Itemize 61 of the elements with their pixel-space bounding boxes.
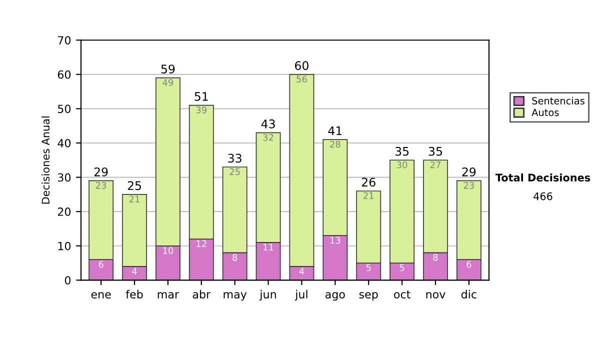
x-tick-label: jul — [294, 290, 308, 301]
total-label: 60 — [295, 61, 308, 70]
data-label: 13 — [330, 236, 340, 244]
data-label: 32 — [263, 134, 274, 141]
total-label: 26 — [362, 178, 376, 187]
y-tick-label: 70 — [58, 36, 71, 44]
total-label: 51 — [194, 92, 208, 101]
text: 466 — [534, 192, 552, 200]
data-label: 8 — [433, 254, 438, 261]
data-label: 21 — [364, 192, 374, 199]
x-tick-label: ene — [91, 292, 111, 298]
data-label: 23 — [464, 182, 474, 189]
legend-label: Sentencias — [532, 96, 584, 104]
total-label: 35 — [395, 146, 409, 156]
data-label: 6 — [466, 260, 472, 268]
y-axis-title: Decisiones Anual — [42, 116, 50, 204]
data-label: 12 — [196, 240, 206, 247]
data-label: 5 — [366, 264, 371, 272]
y-tick-label: 10 — [58, 242, 71, 250]
data-label: 8 — [232, 254, 238, 261]
legend-label: Autos — [532, 108, 559, 116]
data-label: 5 — [400, 264, 404, 272]
x-tick-label: ago — [326, 292, 345, 301]
data-label: 49 — [162, 79, 174, 86]
y-tick-label: 0 — [64, 276, 71, 285]
x-tick-label: dic — [461, 290, 476, 298]
data-label: 11 — [264, 244, 274, 250]
x-tick-label: nov — [426, 292, 446, 298]
x-tick-label: mar — [158, 292, 180, 298]
data-label: 4 — [132, 268, 137, 274]
text: Total Decisiones — [495, 173, 590, 182]
total-label: 59 — [161, 64, 175, 74]
data-label: 4 — [299, 268, 304, 274]
x-tick-label: oct — [394, 290, 410, 298]
data-label: 27 — [430, 161, 440, 168]
data-label: 28 — [330, 140, 340, 148]
data-label: 10 — [163, 247, 174, 254]
data-label: 21 — [129, 196, 140, 202]
data-label: 30 — [396, 161, 408, 168]
total-label: 29 — [94, 167, 108, 176]
x-tick-label: feb — [126, 290, 143, 298]
data-label: 25 — [230, 168, 240, 176]
y-tick-label: 60 — [58, 70, 71, 79]
x-tick-label: sep — [359, 292, 378, 301]
x-tick-label: may — [224, 292, 247, 301]
y-tick-label: 20 — [58, 208, 71, 216]
data-label: 6 — [98, 260, 104, 268]
total-label: 43 — [261, 119, 275, 128]
total-label: 41 — [328, 126, 342, 136]
y-tick-label: 40 — [58, 138, 71, 148]
y-tick-label: 30 — [58, 173, 71, 182]
total-label: 25 — [128, 181, 141, 190]
data-label: 56 — [296, 76, 307, 83]
data-label: 23 — [96, 182, 106, 189]
x-tick-label: jun — [259, 290, 276, 301]
total-label: 35 — [428, 146, 442, 156]
x-tick-label: abr — [192, 290, 211, 298]
y-tick-label: 50 — [58, 104, 71, 114]
total-label: 29 — [462, 167, 476, 176]
data-label: 39 — [196, 106, 206, 114]
total-label: 33 — [228, 154, 242, 163]
